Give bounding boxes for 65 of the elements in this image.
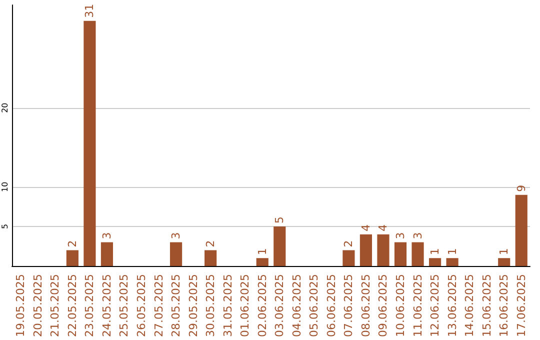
data-label: 4	[359, 224, 372, 232]
bar	[360, 234, 372, 266]
bar	[274, 226, 286, 266]
bar	[515, 194, 528, 266]
bar	[100, 242, 114, 266]
data-label: 3	[394, 232, 407, 240]
x-tick-label: 09.06.2025	[376, 274, 390, 338]
x-tick-label: 05.06.2025	[308, 274, 321, 338]
x-tick-label: 20.05.2025	[31, 274, 44, 338]
y-tick-label: 10	[0, 182, 10, 192]
bar	[204, 250, 217, 266]
x-tick-label: 11.06.2025	[411, 274, 424, 338]
data-label: 3	[170, 232, 183, 240]
bar	[412, 242, 424, 266]
x-tick-label: 29.05.2025	[186, 274, 200, 338]
x-tick-label: 13.06.2025	[446, 274, 459, 338]
bar	[446, 258, 458, 266]
x-tick-label: 03.06.2025	[273, 274, 286, 338]
x-tick-label: 26.05.2025	[135, 274, 148, 338]
data-label: 3	[100, 232, 114, 240]
bar	[498, 258, 510, 266]
x-tick-label: 02.06.2025	[256, 274, 269, 338]
bar	[170, 242, 182, 266]
x-tick-label: 23.05.2025	[83, 274, 96, 338]
bar	[377, 234, 390, 266]
x-tick-label: 01.06.2025	[238, 274, 252, 338]
x-tick-label: 06.06.2025	[324, 274, 338, 338]
bar	[342, 250, 355, 266]
data-label: 4	[376, 224, 390, 232]
data-label: 1	[428, 248, 442, 256]
x-tick-label: 15.06.2025	[480, 274, 494, 338]
x-tick-label: 10.06.2025	[394, 274, 407, 338]
data-label: 5	[273, 216, 286, 224]
x-tick-label: 16.06.2025	[498, 274, 511, 338]
bar	[394, 242, 407, 266]
data-label: 3	[411, 232, 424, 240]
y-tick-label: 20	[0, 102, 10, 113]
x-tick-label: 27.05.2025	[152, 274, 166, 338]
bar	[428, 258, 442, 266]
x-tick-label: 25.05.2025	[118, 274, 131, 338]
x-tick-label: 14.06.2025	[463, 274, 476, 338]
bar	[84, 20, 96, 266]
x-tick-label: 28.05.2025	[170, 274, 183, 338]
data-label: 1	[446, 248, 459, 256]
x-tick-label: 31.05.2025	[221, 274, 234, 338]
data-label: 1	[498, 248, 511, 256]
y-tick-label: 5	[0, 224, 10, 230]
x-tick-label: 19.05.2025	[14, 274, 28, 338]
x-tick-label: 04.06.2025	[290, 274, 304, 338]
data-label: 31	[83, 4, 96, 18]
x-tick-label: 08.06.2025	[359, 274, 372, 338]
data-label: 1	[256, 248, 269, 256]
x-tick-label: 07.06.2025	[342, 274, 356, 338]
x-tick-label: 17.06.2025	[514, 274, 528, 338]
data-label: 9	[514, 184, 528, 192]
x-tick-label: 22.05.2025	[66, 274, 79, 338]
x-tick-label: 24.05.2025	[100, 274, 114, 338]
x-tick-label: 12.06.2025	[428, 274, 442, 338]
data-label: 2	[66, 240, 79, 248]
x-tick-label: 30.05.2025	[204, 274, 218, 338]
data-label: 2	[204, 240, 218, 248]
bar	[66, 250, 78, 266]
bar	[256, 258, 268, 266]
data-label: 2	[342, 240, 356, 248]
x-tick-label: 21.05.2025	[48, 274, 62, 338]
